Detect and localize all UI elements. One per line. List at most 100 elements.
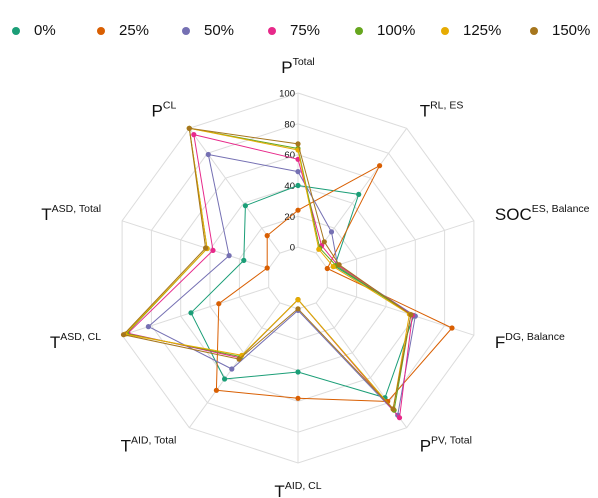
axis-label-superscript: PV, Total [431,435,472,447]
legend-label: 125% [463,22,502,39]
series-150-percent [120,125,414,412]
series-point [186,125,192,131]
legend-label: 50% [204,22,235,39]
axis-label-base: T [420,102,430,121]
legend-label: 25% [119,22,150,39]
axis-label-superscript: RL, ES [430,100,463,112]
axis-label-superscript: AID, CL [285,480,322,492]
series-point [295,141,301,147]
legend-item: 0% [12,22,56,39]
legend-swatch [97,26,105,35]
legend-label: 75% [290,22,321,39]
axis-label: FDG, Balance [495,331,565,352]
series-point [145,324,151,330]
series-point [210,247,216,253]
series-point [449,325,455,331]
series-point [120,332,127,338]
series-point [191,132,197,138]
series-point [226,253,232,259]
axis-label-superscript: AID, Total [131,435,176,447]
series-point [295,207,301,213]
grid-spoke [327,220,475,269]
grid-spoke [188,128,281,254]
axis-label-base: P [152,102,163,121]
series-25-percent [213,163,455,405]
tick-label: 0 [290,243,295,254]
tick-label: 80 [284,119,295,130]
axis-label: PPV, Total [420,435,472,456]
tick-label: 100 [279,89,295,100]
series-point [316,246,322,252]
series-point [408,312,414,318]
legend-item: 50% [182,22,234,39]
legend-swatch [441,26,449,35]
series-point [229,366,235,372]
series-point [264,233,270,239]
grid-spoke [188,302,281,428]
legend-label: 100% [377,22,416,39]
series-point [213,387,219,393]
legend: 0% 25% 50% 75% 100% 125% 150% [0,22,598,46]
legend-item: 75% [268,22,320,39]
series-point [205,151,211,158]
series-point [390,406,396,412]
series-point [295,169,301,175]
axis-label: TASD, CL [50,331,101,352]
series-point [336,262,342,268]
series-point [356,191,362,197]
axis-label: TAID, Total [121,435,177,456]
series-point [324,265,330,272]
series-point [295,297,301,303]
series-point [216,301,222,307]
axis-label-superscript: CL [163,100,177,112]
series-point [321,239,327,245]
legend-item: 125% [441,22,501,39]
legend-swatch [12,26,20,35]
legend-swatch [268,26,276,35]
series-point [295,182,301,189]
grid-spoke [315,128,408,254]
series-point [264,265,270,271]
legend-item: 25% [97,22,149,39]
axis-label-superscript: ES, Balance [532,203,590,215]
legend-swatch [182,26,190,35]
series-point [295,306,301,312]
axis-label-superscript: ASD, Total [52,203,101,215]
series-point [396,415,403,421]
series-0-percent [188,182,417,401]
series-point [236,356,242,362]
axis-label: TAID, CL [274,480,321,498]
axis-label: PCL [152,100,177,121]
series-point [203,245,209,251]
tick-label: 40 [284,181,295,192]
series-point [241,257,247,263]
legend-label: 0% [34,22,56,39]
series-point [239,352,245,358]
axis-label-base: P [281,58,292,77]
axis-label-base: T [274,482,284,498]
legend-item: 150% [530,22,590,39]
axis-label-base: F [495,333,505,352]
axis-label-superscript: DG, Balance [505,331,565,343]
axis-label-base: T [121,437,131,456]
legend-label: 150% [552,22,591,39]
axis-label: SOCES, Balance [495,203,590,224]
legend-item: 100% [355,22,415,39]
axis-label-base: SOC [495,205,532,224]
tick-label: 60 [284,150,295,161]
legend-swatch [530,26,538,35]
series-point [377,163,383,169]
series-point [242,203,248,209]
axis-label: PTotal [281,56,315,77]
axis-label-superscript: Total [293,56,315,68]
series-point [330,264,336,270]
axis-label: TASD, Total [41,203,101,224]
axis-label-base: T [41,205,51,224]
axis-label-base: T [50,333,60,352]
series-point [295,395,301,401]
axis-label: TRL, ES [420,100,464,121]
legend-swatch [355,26,363,35]
